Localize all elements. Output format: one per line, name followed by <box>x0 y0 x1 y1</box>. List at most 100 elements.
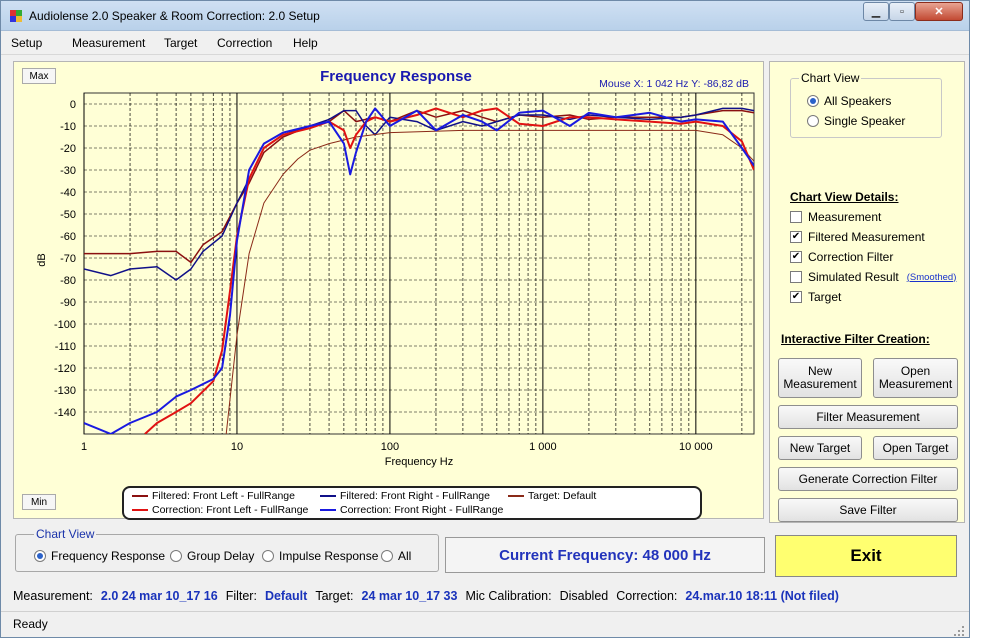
title-bar: Audiolense 2.0 Speaker & Room Correction… <box>1 1 969 31</box>
resize-grip-icon[interactable] <box>953 625 965 637</box>
interactive-filter-heading: Interactive Filter Creation: <box>781 332 930 346</box>
checkbox-filtered-measurement[interactable]: ✔ Filtered Measurement <box>790 230 925 244</box>
radio-group-delay[interactable]: Group Delay <box>170 549 254 563</box>
frequency-response-chart[interactable]: Frequency Response Mouse X: 1 042 Hz Y: … <box>14 62 765 486</box>
max-button[interactable]: Max <box>22 68 56 84</box>
y-tick-label: -50 <box>60 209 76 221</box>
maximize-icon: ▫ <box>900 5 904 18</box>
y-tick-label: -40 <box>60 187 76 199</box>
menu-bar: Setup Measurement Target Correction Help <box>1 31 969 55</box>
menu-help[interactable]: Help <box>293 36 318 50</box>
legend-label: Correction: Front Left - FullRange <box>152 504 309 516</box>
checkbox-box[interactable] <box>790 211 802 223</box>
legend-entry: Filtered: Front Right - FullRange <box>320 490 490 502</box>
radio-single-speaker[interactable]: Single Speaker <box>807 114 905 128</box>
y-tick-label: -10 <box>60 121 76 133</box>
min-button[interactable]: Min <box>22 494 56 510</box>
legend-swatch <box>132 509 148 511</box>
radio-label: Group Delay <box>187 549 255 563</box>
radio-label: All <box>398 549 412 563</box>
radio-label: Frequency Response <box>51 549 166 563</box>
new-target-button[interactable]: New Target <box>778 436 862 460</box>
y-tick-label: -30 <box>60 165 76 177</box>
filter-measurement-button[interactable]: Filter Measurement <box>778 405 958 429</box>
correction-value: 24.mar.10 18:11 (Not filed) <box>685 589 839 603</box>
mic-calibration-value: Disabled <box>559 589 609 603</box>
y-tick-label: -80 <box>60 275 76 287</box>
checkbox-box[interactable] <box>790 271 802 283</box>
y-tick-label: -100 <box>54 319 76 331</box>
radio-indicator[interactable] <box>34 550 46 562</box>
open-measurement-button[interactable]: Open Measurement <box>873 358 958 398</box>
radio-indicator[interactable] <box>807 95 819 107</box>
measurement-value: 2.0 24 mar 10_17 16 <box>100 589 218 603</box>
menu-target[interactable]: Target <box>164 36 198 50</box>
y-tick-label: -130 <box>54 385 76 397</box>
maximize-button[interactable]: ▫ <box>889 2 915 21</box>
check-icon[interactable]: ✔ <box>790 291 802 303</box>
x-tick-label: 100 <box>381 441 399 453</box>
y-tick-label: -20 <box>60 143 76 155</box>
y-tick-label: -60 <box>60 231 76 243</box>
radio-indicator[interactable] <box>807 115 819 127</box>
filter-label: Filter: <box>225 589 257 603</box>
chart-legend: Filtered: Front Left - FullRange Filtered… <box>122 486 702 520</box>
legend-swatch <box>508 495 524 497</box>
close-icon: ✕ <box>934 6 944 18</box>
menu-setup[interactable]: Setup <box>11 36 43 50</box>
save-filter-button[interactable]: Save Filter <box>778 498 958 522</box>
checkbox-simulated-result[interactable]: Simulated Result (Smoothed) <box>790 270 956 284</box>
legend-entry: Target: Default <box>508 490 596 502</box>
radio-label: All Speakers <box>824 94 892 108</box>
radio-indicator[interactable] <box>262 550 274 562</box>
radio-all[interactable]: All <box>381 549 411 563</box>
legend-label: Filtered: Front Left - FullRange <box>152 490 295 502</box>
target-value: 24 mar 10_17 33 <box>361 589 458 603</box>
checkbox-label: Measurement <box>808 210 882 224</box>
plot-area <box>83 92 755 435</box>
target-label: Target: <box>315 589 354 603</box>
status-bar: Ready <box>1 611 969 637</box>
legend-label: Target: Default <box>528 490 597 502</box>
checkbox-label: Filtered Measurement <box>808 230 925 244</box>
right-panel: Chart View All Speakers Single Speaker C… <box>769 61 965 523</box>
radio-all-speakers[interactable]: All Speakers <box>807 94 891 108</box>
bottom-chart-view-title: Chart View <box>34 527 97 541</box>
current-frequency-display: Current Frequency: 48 000 Hz <box>445 537 765 573</box>
status-text: Ready <box>13 617 48 631</box>
checkbox-target[interactable]: ✔ Target <box>790 290 841 304</box>
radio-indicator[interactable] <box>381 550 393 562</box>
radio-impulse-response[interactable]: Impulse Response <box>262 549 378 563</box>
legend-swatch <box>132 495 148 497</box>
legend-swatch <box>320 495 336 497</box>
smoothed-link[interactable]: (Smoothed) <box>906 271 957 283</box>
radio-label: Single Speaker <box>824 114 906 128</box>
menu-measurement[interactable]: Measurement <box>72 36 146 50</box>
filter-value: Default <box>264 589 308 603</box>
y-tick-label: -70 <box>60 253 76 265</box>
series-line-5 <box>84 107 754 434</box>
chart-title: Frequency Response <box>320 68 472 85</box>
checkbox-measurement[interactable]: Measurement <box>790 210 881 224</box>
legend-entry: Correction: Front Right - FullRange <box>320 504 503 516</box>
window-title: Audiolense 2.0 Speaker & Room Correction… <box>29 9 320 23</box>
check-icon[interactable]: ✔ <box>790 251 802 263</box>
y-axis-label: dB <box>36 253 48 266</box>
checkbox-label: Simulated Result <box>808 270 899 284</box>
exit-button[interactable]: Exit <box>775 535 957 577</box>
app-icon <box>10 10 22 22</box>
minimize-button[interactable]: ▁ <box>863 2 889 21</box>
generate-correction-filter-button[interactable]: Generate Correction Filter <box>778 467 958 491</box>
new-measurement-button[interactable]: New Measurement <box>778 358 862 398</box>
checkbox-correction-filter[interactable]: ✔ Correction Filter <box>790 250 893 264</box>
radio-indicator[interactable] <box>170 550 182 562</box>
menu-correction[interactable]: Correction <box>217 36 273 50</box>
chart-view-group: Chart View All Speakers Single Speaker <box>790 71 942 138</box>
check-icon[interactable]: ✔ <box>790 231 802 243</box>
radio-frequency-response[interactable]: Frequency Response <box>34 549 165 563</box>
y-tick-label: -110 <box>55 341 76 353</box>
chart-panel: Max Min Frequency Response Mouse X: 1 04… <box>13 61 765 520</box>
close-button[interactable]: ✕ <box>915 2 963 21</box>
open-target-button[interactable]: Open Target <box>873 436 958 460</box>
radio-label: Impulse Response <box>279 549 379 563</box>
